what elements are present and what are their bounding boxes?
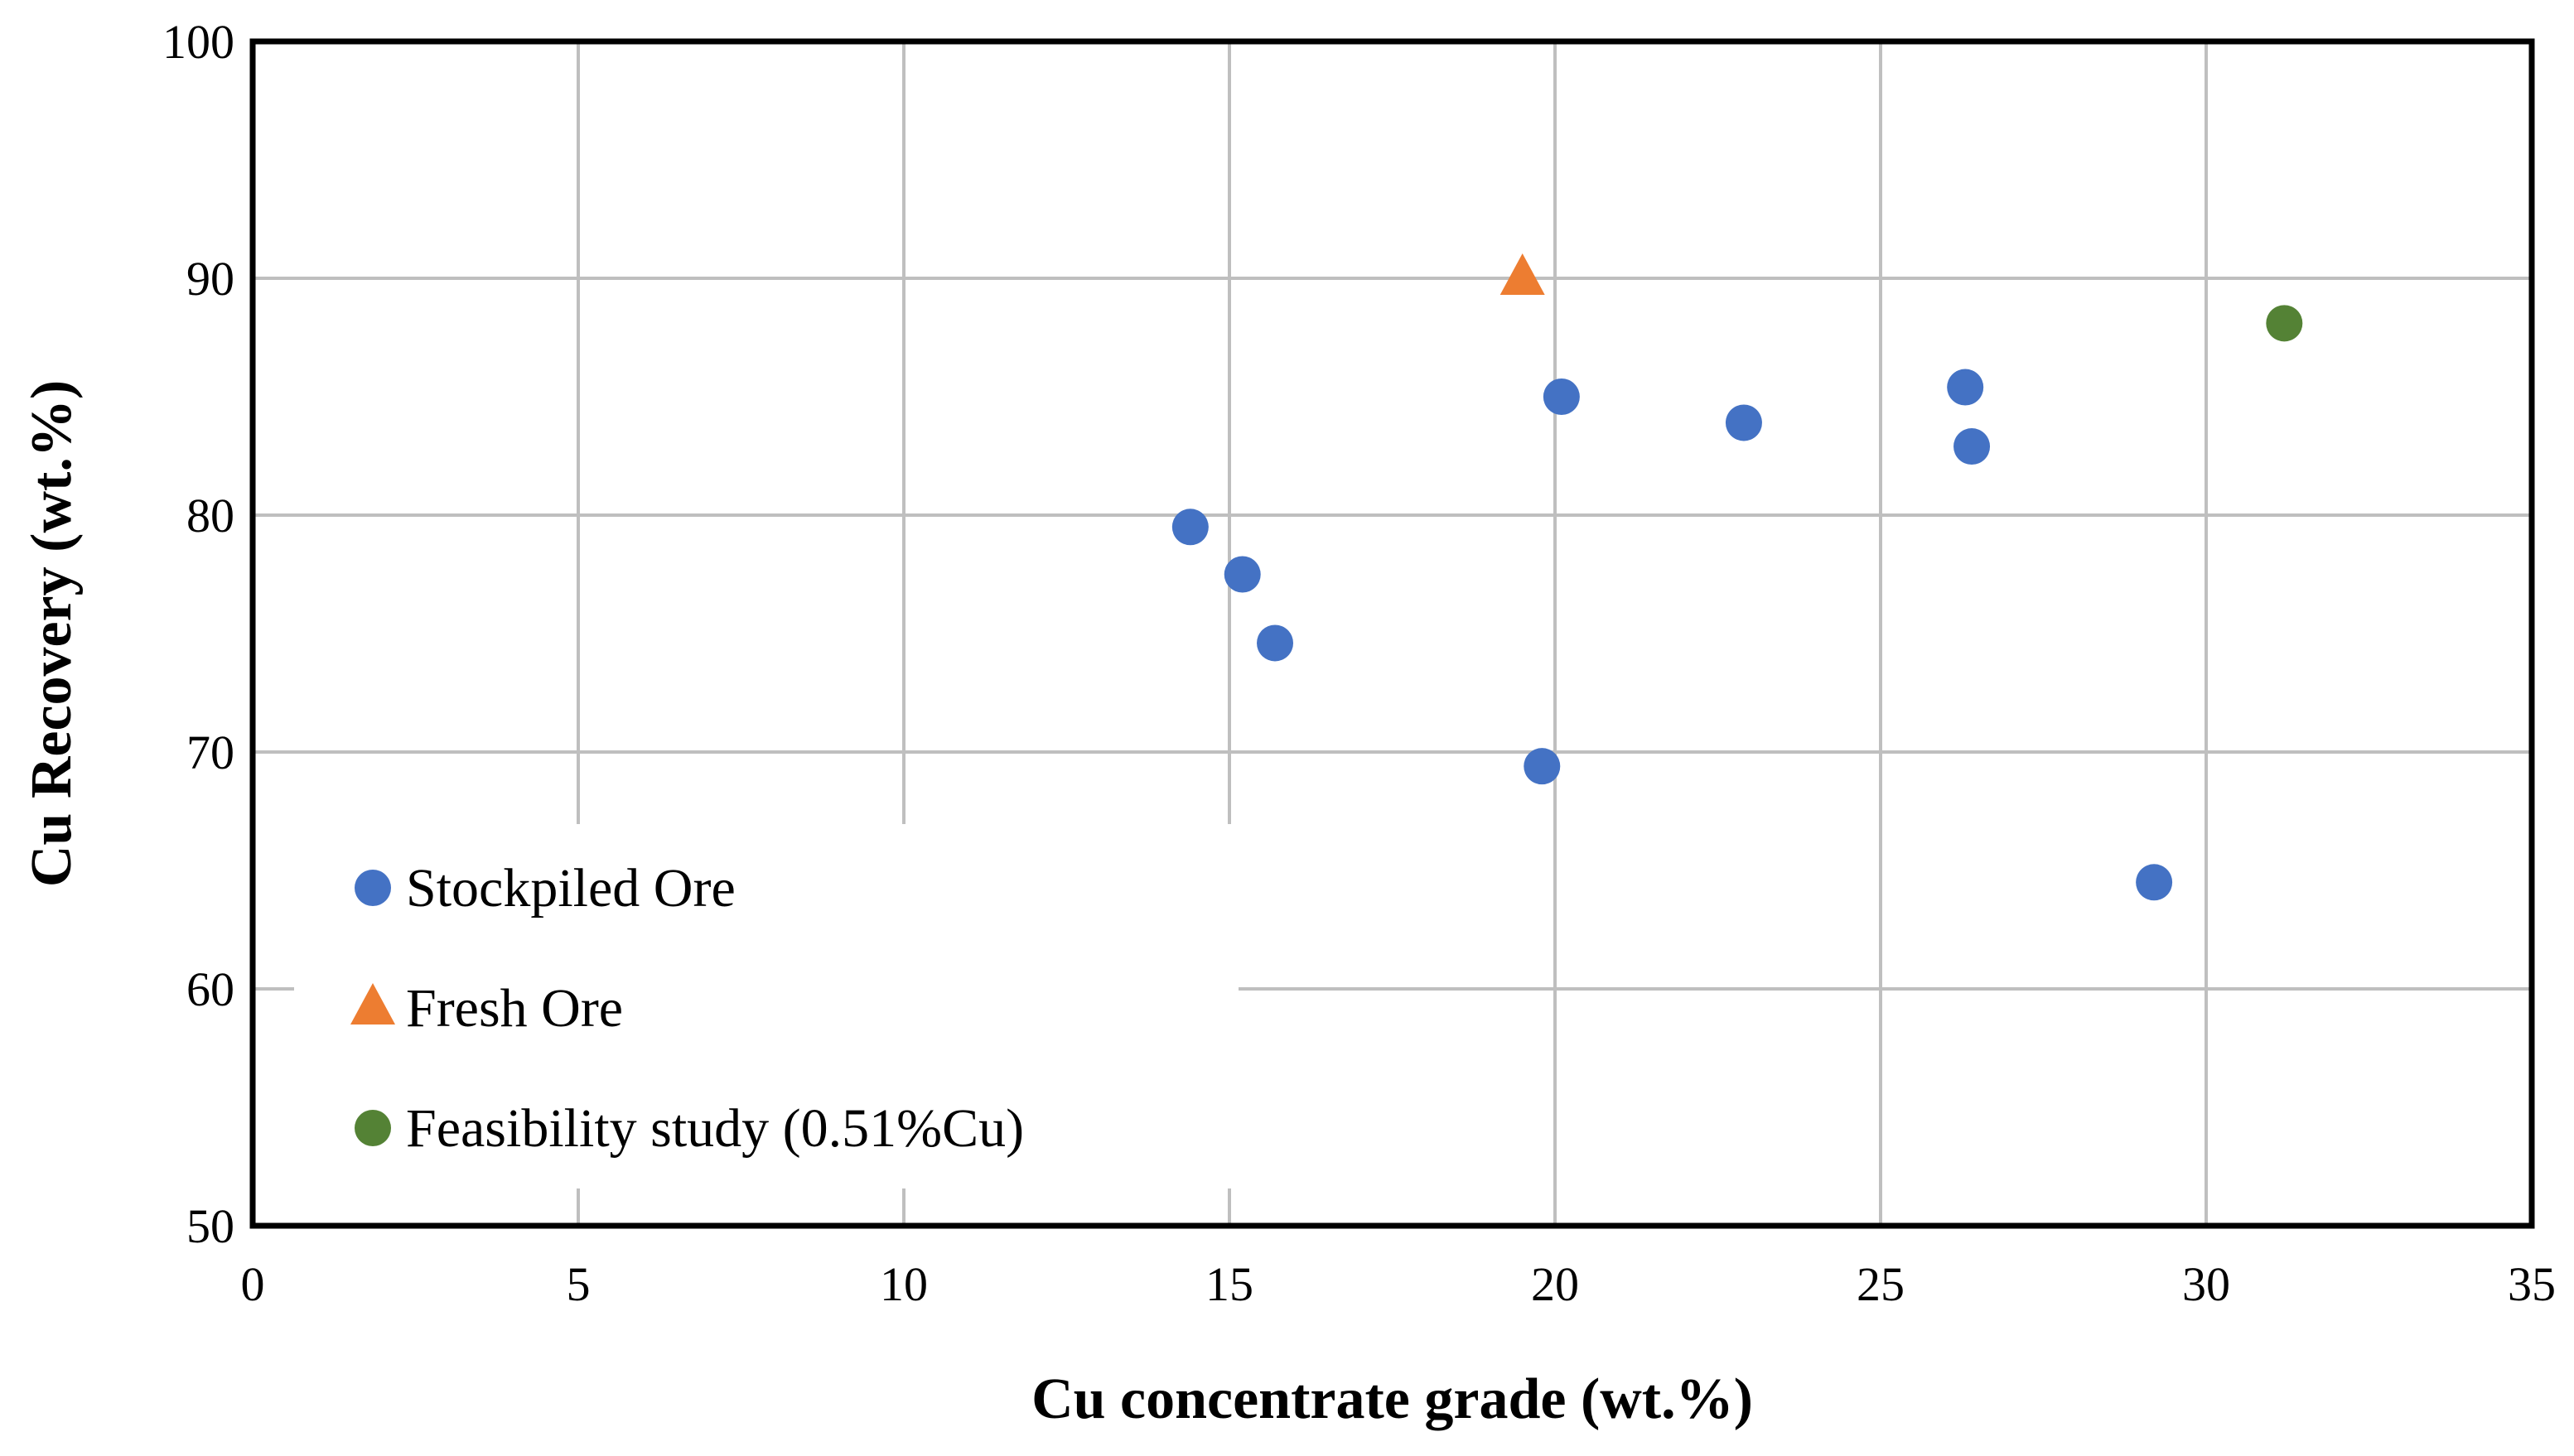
- x-tick-label: 5: [567, 1257, 591, 1311]
- stockpiled-ore-point: [1171, 509, 1209, 546]
- y-tick-label: 60: [186, 962, 234, 1016]
- y-tick-label: 70: [186, 726, 234, 779]
- legend-background: [294, 824, 1239, 1188]
- feasibility-study-0-51-cu-point: [2266, 305, 2303, 342]
- legend-marker: [350, 983, 395, 1025]
- plot-frame: [249, 38, 2535, 1229]
- legend-marker: [355, 870, 391, 906]
- y-tick-label: 80: [186, 489, 234, 542]
- legend-marker: [355, 1110, 391, 1146]
- stockpiled-ore-point: [2136, 864, 2173, 901]
- legend-box: [294, 824, 1239, 1188]
- y-tick-label: 50: [186, 1199, 234, 1253]
- x-axis-ticks: 0 5 10 15 20 25 30 35: [241, 1257, 2557, 1311]
- legend-label: Stockpiled Ore: [406, 858, 736, 918]
- fresh-ore-point: [1499, 253, 1545, 295]
- x-tick-label: 35: [2508, 1257, 2556, 1311]
- stockpiled-ore-point: [1224, 556, 1261, 593]
- stockpiled-ore-point: [1947, 369, 1984, 406]
- x-tick-label: 25: [1857, 1257, 1905, 1311]
- x-tick-label: 15: [1205, 1257, 1253, 1311]
- x-tick-label: 30: [2182, 1257, 2230, 1311]
- stockpiled-ore-point: [1524, 748, 1561, 785]
- y-tick-label: 100: [162, 15, 234, 69]
- x-tick-label: 10: [880, 1257, 928, 1311]
- stockpiled-ore-point: [1953, 428, 1991, 465]
- legend: Stockpiled Ore Fresh Ore Feasibility study…: [350, 858, 1024, 1159]
- x-tick-label: 0: [241, 1257, 265, 1311]
- x-axis-title: Cu concentrate grade (wt.%): [1031, 1367, 1753, 1431]
- stockpiled-ore-point: [1257, 624, 1294, 662]
- y-axis-title: Cu Recovery (wt.%): [20, 380, 84, 887]
- y-tick-label: 90: [186, 252, 234, 306]
- legend-label: Fresh Ore: [406, 978, 623, 1039]
- stockpiled-ore-point: [1725, 404, 1762, 441]
- legend-label: Feasibility study (0.51%Cu): [406, 1098, 1024, 1159]
- y-axis-ticks: 50 60 70 80 90 100: [162, 15, 234, 1253]
- stockpiled-ore-point: [1543, 378, 1580, 415]
- x-tick-label: 20: [1531, 1257, 1579, 1311]
- data-points: [1171, 253, 2303, 901]
